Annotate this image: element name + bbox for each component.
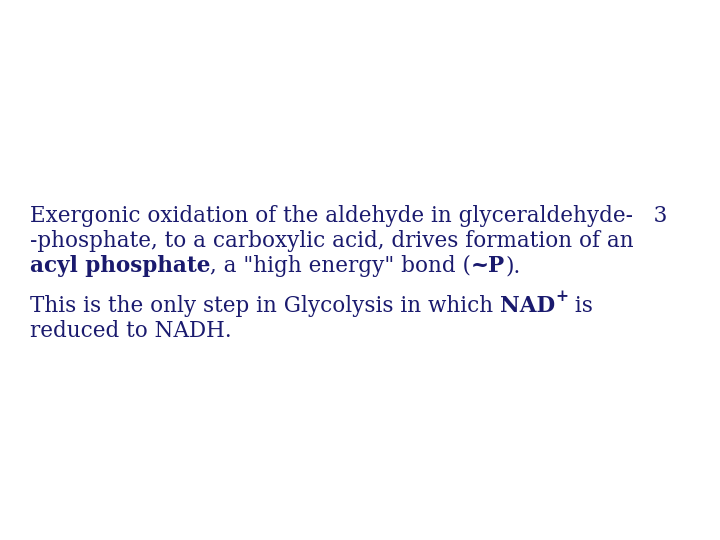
Text: reduced to NADH.: reduced to NADH. — [30, 320, 232, 342]
Text: is: is — [568, 295, 593, 317]
Text: ~P: ~P — [472, 255, 505, 277]
Text: -phosphate, to a carboxylic acid, drives formation of an: -phosphate, to a carboxylic acid, drives… — [30, 230, 634, 252]
Text: ).: ). — [505, 255, 521, 277]
Text: Exergonic oxidation of the aldehyde in glyceraldehyde-   3: Exergonic oxidation of the aldehyde in g… — [30, 205, 667, 227]
Text: acyl phosphate: acyl phosphate — [30, 255, 210, 277]
Text: This is the only step in Glycolysis in which: This is the only step in Glycolysis in w… — [30, 295, 500, 317]
Text: , a "high energy" bond (: , a "high energy" bond ( — [210, 255, 472, 277]
Text: NAD: NAD — [500, 295, 555, 317]
Text: +: + — [555, 288, 568, 305]
